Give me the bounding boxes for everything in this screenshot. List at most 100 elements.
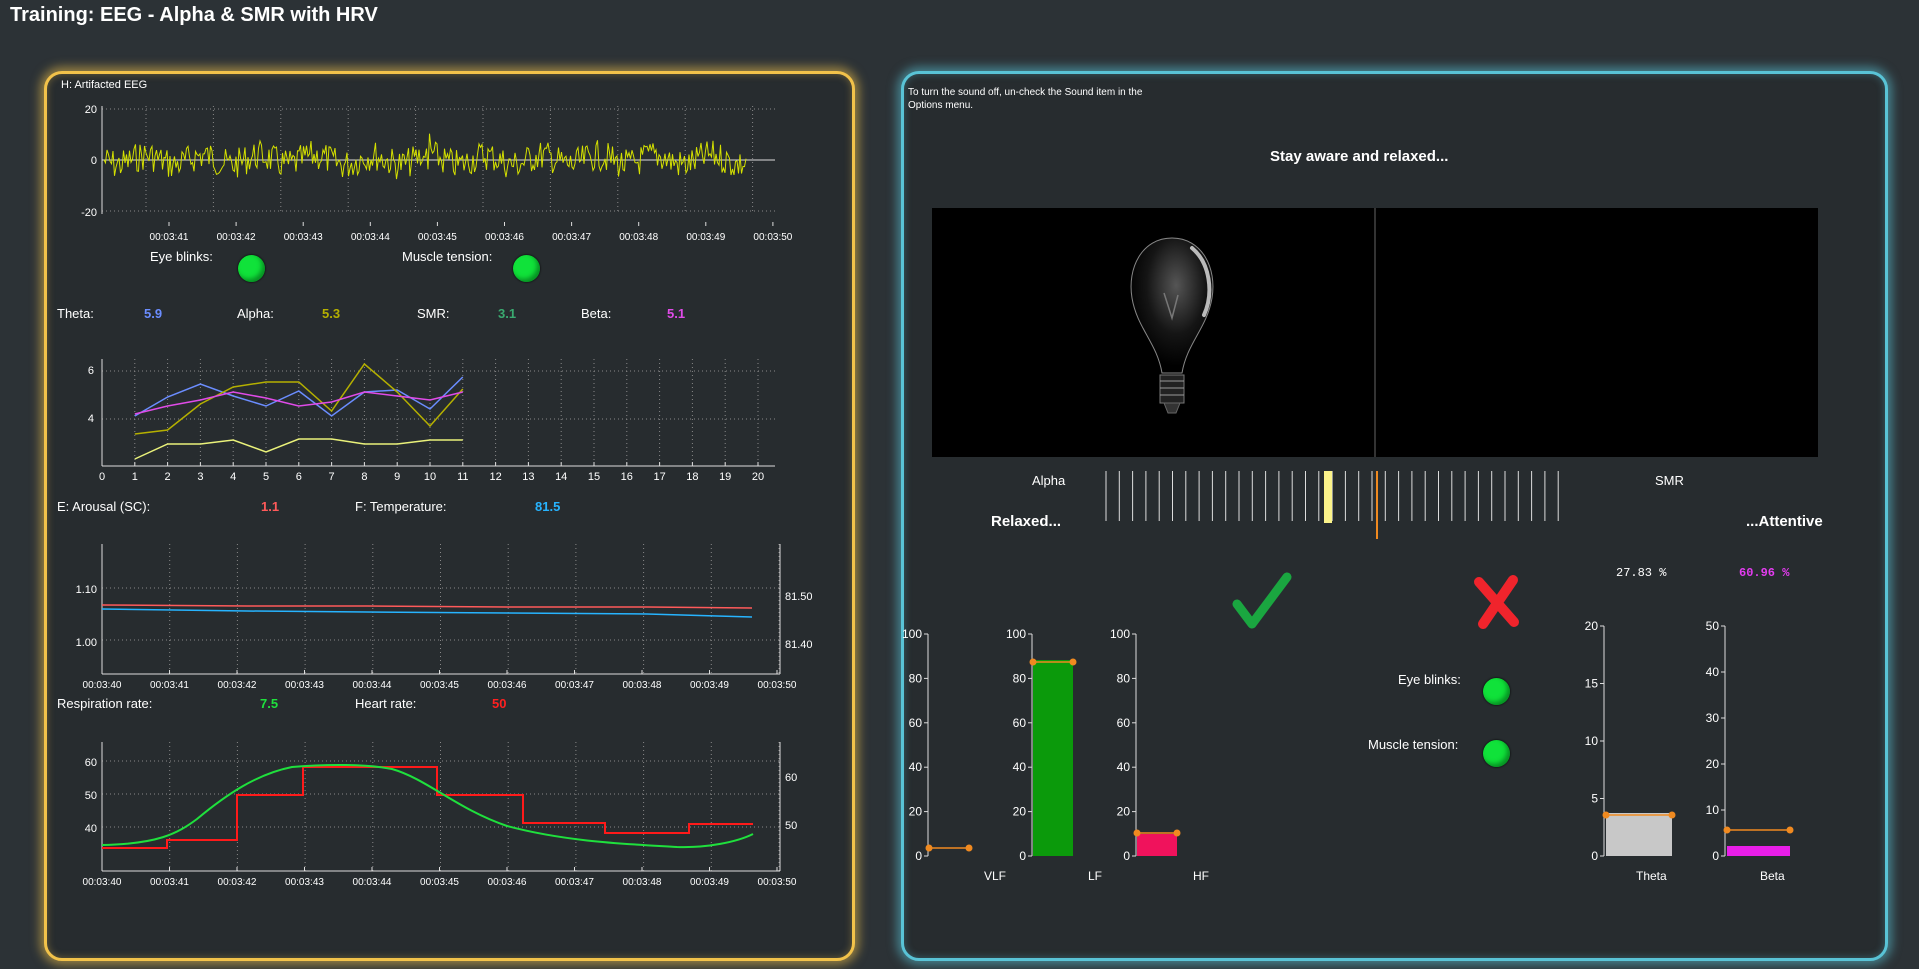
x-tick-label: 00:03:50	[758, 680, 797, 691]
eeg-raw-chart: 20 0 -20 00:03:41 00:03:42 00:03:43 00:03:4…	[81, 104, 793, 243]
cross-icon	[1474, 575, 1519, 629]
alpha-label: Alpha:	[237, 306, 274, 321]
eye-blinks-indicator	[238, 255, 265, 282]
hr-y-tick: 60	[785, 772, 797, 784]
smr-value: 3.1	[498, 306, 517, 321]
svg-text:40: 40	[1013, 760, 1027, 774]
x-tick-label: 00:03:41	[150, 232, 189, 243]
x-tick-label: 5	[263, 471, 269, 483]
x-tick-label: 10	[424, 471, 436, 483]
attentive-label: ...Attentive	[1746, 513, 1823, 530]
left-percent: 27.83 %	[1616, 566, 1667, 580]
x-tick-label: 14	[555, 471, 567, 483]
svg-text:0: 0	[915, 849, 922, 863]
muscle-tension-indicator-right	[1483, 740, 1510, 767]
resp-y-tick: 40	[85, 823, 97, 835]
sound-note: To turn the sound off, un-check the Soun…	[908, 87, 1143, 111]
svg-text:50: 50	[1706, 619, 1720, 633]
x-tick-label: 00:03:48	[623, 680, 662, 691]
x-tick-label: 00:03:49	[690, 877, 729, 888]
hf-label: HF	[1193, 869, 1209, 883]
eeg-y-tick: 20	[85, 104, 97, 116]
svg-text:40: 40	[1117, 760, 1131, 774]
band-trend-chart: 6 4 0 1 2 3 4 5 6 7 8 9 10 11 12 13 14 15 16 17 18 19 20	[88, 359, 775, 483]
svg-text:5: 5	[1591, 792, 1598, 806]
alpha-smr-balance-slider	[1105, 471, 1559, 539]
x-tick-label: 00:03:46	[488, 877, 527, 888]
heart-rate-label: Heart rate:	[355, 696, 417, 711]
resp-y-tick: 60	[85, 757, 97, 769]
respiration-rate-value: 7.5	[260, 696, 279, 711]
temp-y-tick: 81.50	[785, 591, 813, 603]
theta-value: 5.9	[144, 306, 163, 321]
respiration-rate-label: Respiration rate:	[57, 696, 153, 711]
beta-bar-label: Beta	[1760, 869, 1785, 883]
trend-y-tick: 6	[88, 365, 94, 377]
lf-label: LF	[1088, 869, 1102, 883]
vlf-label: VLF	[984, 869, 1006, 883]
theta-bar	[1606, 813, 1672, 856]
x-tick-label: 1	[132, 471, 138, 483]
arousal-label: E: Arousal (SC):	[57, 499, 151, 514]
window-title: Training: EEG - Alpha & SMR with HRV	[10, 4, 378, 26]
svg-text:60: 60	[1013, 716, 1027, 730]
alpha-value: 5.3	[322, 306, 341, 321]
x-tick-label: 00:03:47	[555, 877, 594, 888]
x-tick-label: 00:03:46	[488, 680, 527, 691]
x-tick-label: 2	[165, 471, 171, 483]
alpha-slider-label: Alpha	[1032, 473, 1066, 488]
x-tick-label: 11	[457, 471, 468, 483]
theta-bar-label: Theta	[1636, 869, 1667, 883]
temperature-label: F: Temperature:	[355, 499, 447, 514]
x-tick-label: 17	[653, 471, 665, 483]
x-tick-label: 00:03:49	[686, 232, 725, 243]
eeg-y-tick: 0	[91, 155, 97, 167]
beta-label: Beta:	[581, 306, 612, 321]
temp-y-tick: 81.40	[785, 639, 813, 651]
x-tick-label: 00:03:47	[555, 680, 594, 691]
svg-text:20: 20	[1706, 757, 1720, 771]
svg-text:20: 20	[909, 805, 923, 819]
svg-text:40: 40	[1706, 665, 1720, 679]
slider-marker	[1324, 471, 1332, 523]
right-panel: To turn the sound off, un-check the Soun…	[901, 71, 1888, 961]
muscle-tension-label-right: Muscle tension:	[1368, 737, 1459, 752]
x-tick-label: 00:03:43	[285, 680, 324, 691]
svg-text:80: 80	[1117, 671, 1131, 685]
muscle-tension-label: Muscle tension:	[402, 249, 493, 264]
svg-text:0: 0	[1712, 849, 1719, 863]
smr-label: SMR:	[417, 306, 450, 321]
display-divider	[1374, 208, 1376, 457]
x-tick-label: 00:03:40	[83, 680, 122, 691]
x-tick-label: 00:03:44	[351, 232, 390, 243]
x-tick-label: 16	[621, 471, 633, 483]
heart-rate-value: 50	[492, 696, 507, 711]
trend-y-tick: 4	[88, 413, 94, 425]
svg-text:10: 10	[1706, 803, 1720, 817]
theta-label: Theta:	[57, 306, 94, 321]
x-tick-label: 7	[329, 471, 335, 483]
x-tick-label: 00:03:49	[690, 680, 729, 691]
svg-text:40: 40	[909, 760, 923, 774]
x-tick-label: 19	[719, 471, 731, 483]
hf-bar	[1137, 834, 1177, 856]
resp-y-tick: 50	[85, 790, 97, 802]
x-tick-label: 00:03:42	[218, 877, 257, 888]
lf-bar	[1033, 660, 1073, 856]
x-tick-label: 00:03:45	[420, 680, 459, 691]
svg-text:20: 20	[1013, 805, 1027, 819]
heart-respiration-chart: 60 50 40 60 50 00:03:40 00:03:41 00:03:42 0…	[83, 742, 797, 888]
eye-blinks-indicator-right	[1483, 678, 1510, 705]
lightbulb-icon	[1130, 237, 1214, 414]
eeg-chart-title: H: Artifacted EEG	[61, 79, 148, 91]
x-tick-label: 00:03:42	[217, 232, 256, 243]
svg-text:20: 20	[1117, 805, 1131, 819]
beta-bar	[1727, 846, 1790, 856]
svg-text:0: 0	[1591, 849, 1598, 863]
x-tick-label: 20	[752, 471, 764, 483]
svg-text:100: 100	[902, 627, 922, 641]
svg-text:0: 0	[1123, 849, 1130, 863]
svg-text:60: 60	[1117, 716, 1131, 730]
x-tick-label: 12	[489, 471, 501, 483]
sc-y-tick: 1.10	[76, 584, 97, 596]
